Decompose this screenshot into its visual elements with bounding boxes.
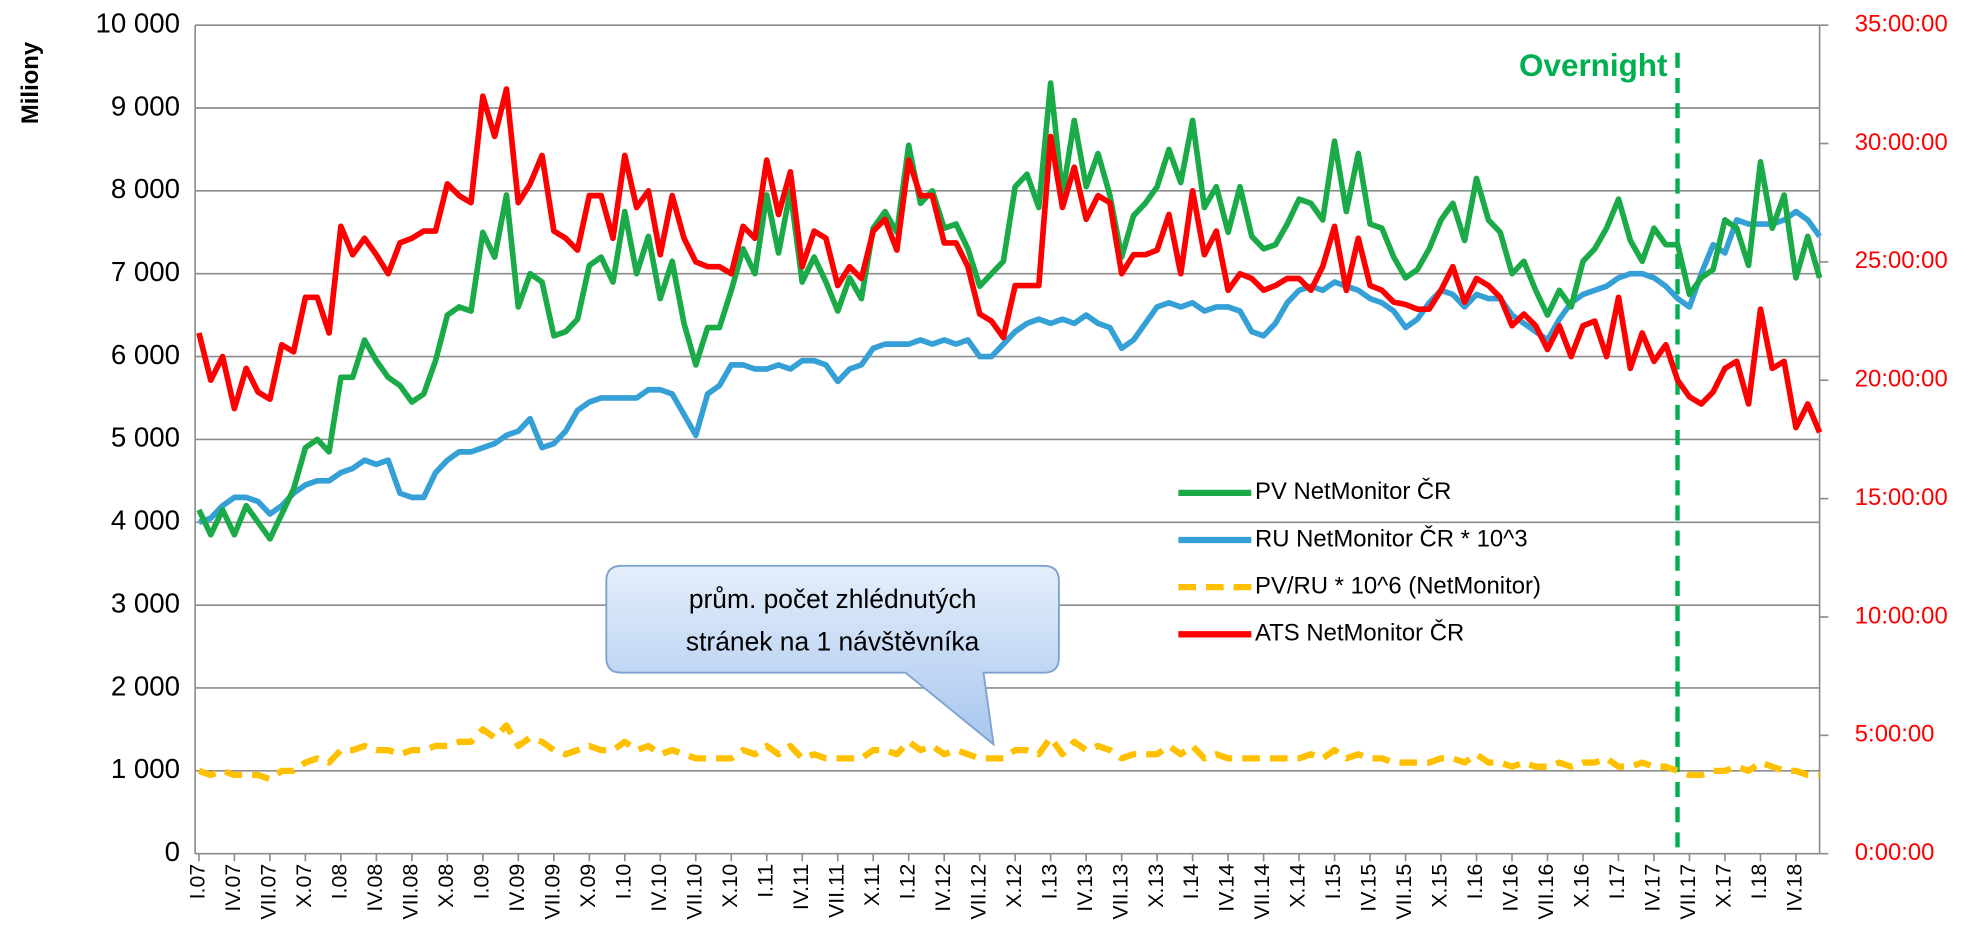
series-line [197,722,1820,783]
x-tick-label: X.12 [1002,864,1026,908]
plot: 0 1 000 2 000 3 000 4 000 5 000 6 000 7 000 8 00… [95,7,1947,919]
x-tick-label: VII.09 [540,864,564,920]
x-tick-label: I.10 [611,864,635,900]
x-tick-label: IV.16 [1499,864,1523,912]
x-tick-label: VII.11 [824,864,848,918]
x-tick-label: VII.07 [257,864,281,920]
x-tick-label: X.07 [292,864,316,908]
y2-tick-label: 20:00:00 [1855,366,1948,393]
y2-tick-label: 30:00:00 [1855,129,1948,156]
x-tick-label: IV.12 [931,864,955,912]
overnight-label: Overnight [1519,48,1668,83]
x-tick-label: I.17 [1605,864,1629,900]
y2-tick-label: 5:00:00 [1855,721,1935,748]
x-tick-label: I.08 [328,864,352,900]
x-tick-label: I.11 [753,864,777,898]
x-tick-label: IV.10 [647,864,671,912]
callout-text: stránek na 1 návštěvníka [686,627,980,657]
x-tick-label: IV.08 [363,864,387,912]
x-tick-label: I.15 [1321,864,1345,900]
callout-box [605,564,1060,747]
x-tick-label: IV.18 [1783,864,1807,912]
x-tick-label: VII.14 [1250,864,1274,920]
y2-tick-label: 25:00:00 [1855,247,1948,274]
y-tick-label: 8 000 [111,173,180,204]
x-tick-label: X.14 [1286,864,1310,908]
x-tick-label: VII.10 [682,864,706,920]
x-tick-label: I.12 [895,864,919,900]
x-tick-label: IV.14 [1215,864,1239,912]
y-tick-label: 10 000 [95,7,180,38]
y-tick-label: 4 000 [111,505,180,536]
x-tick-label: IV.09 [505,864,529,912]
x-tick-label: X.17 [1712,864,1736,908]
y-tick-label: 6 000 [111,339,180,370]
x-tick-label: X.09 [576,864,600,908]
legend-label: ATS NetMonitor ČR [1255,619,1464,647]
y-tick-label: 1 000 [111,753,180,784]
series-line [196,86,1823,434]
y-tick-label: 7 000 [111,256,180,287]
x-tick-label: VII.17 [1676,864,1700,920]
x-tick-label: IV.17 [1641,864,1665,912]
legend-label: PV/RU * 10^6 (NetMonitor) [1255,572,1541,599]
x-tick-label: X.13 [1144,864,1168,908]
y-tick-label: 2 000 [111,670,180,701]
callout-text: prům. počet zhlédnutých [689,584,977,614]
y-tick-label: 9 000 [111,90,180,121]
x-tick-label: IV.15 [1357,864,1381,912]
x-tick-label: VII.15 [1392,864,1416,920]
x-tick-label: I.14 [1179,864,1203,900]
y2-tick-label: 35:00:00 [1855,10,1948,37]
y-tick-label: 3 000 [111,587,180,618]
x-tick-label: X.11 [860,864,884,906]
y-tick-label: 0 [165,836,180,867]
x-tick-label: IV.11 [789,864,813,910]
x-tick-label: X.15 [1428,864,1452,908]
y2-tick-label: 0:00:00 [1855,839,1935,866]
x-tick-label: IV.07 [221,864,245,912]
x-tick-label: VII.08 [399,864,423,920]
series-line [196,80,1823,542]
x-tick-label: I.18 [1747,864,1771,900]
x-tick-label: I.13 [1037,864,1061,900]
series-line [197,208,1822,525]
x-tick-label: VII.16 [1534,864,1558,920]
y-tick-label: 5 000 [111,422,180,453]
legend-label: PV NetMonitor ČR [1255,477,1451,505]
x-tick-label: VII.13 [1108,864,1132,920]
x-tick-label: X.08 [434,864,458,908]
legend-label: RU NetMonitor ČR * 10^3 [1255,524,1528,552]
y-axis-label: Miliony [17,41,44,124]
x-tick-label: I.09 [469,864,493,900]
x-tick-label: VII.12 [966,864,990,920]
y2-tick-label: 10:00:00 [1855,602,1948,629]
y2-tick-label: 15:00:00 [1855,484,1948,511]
x-tick-label: I.07 [186,864,210,900]
x-tick-label: IV.13 [1073,864,1097,912]
x-tick-label: I.16 [1463,864,1487,900]
x-tick-label: X.16 [1570,864,1594,908]
x-tick-label: X.10 [718,864,742,908]
